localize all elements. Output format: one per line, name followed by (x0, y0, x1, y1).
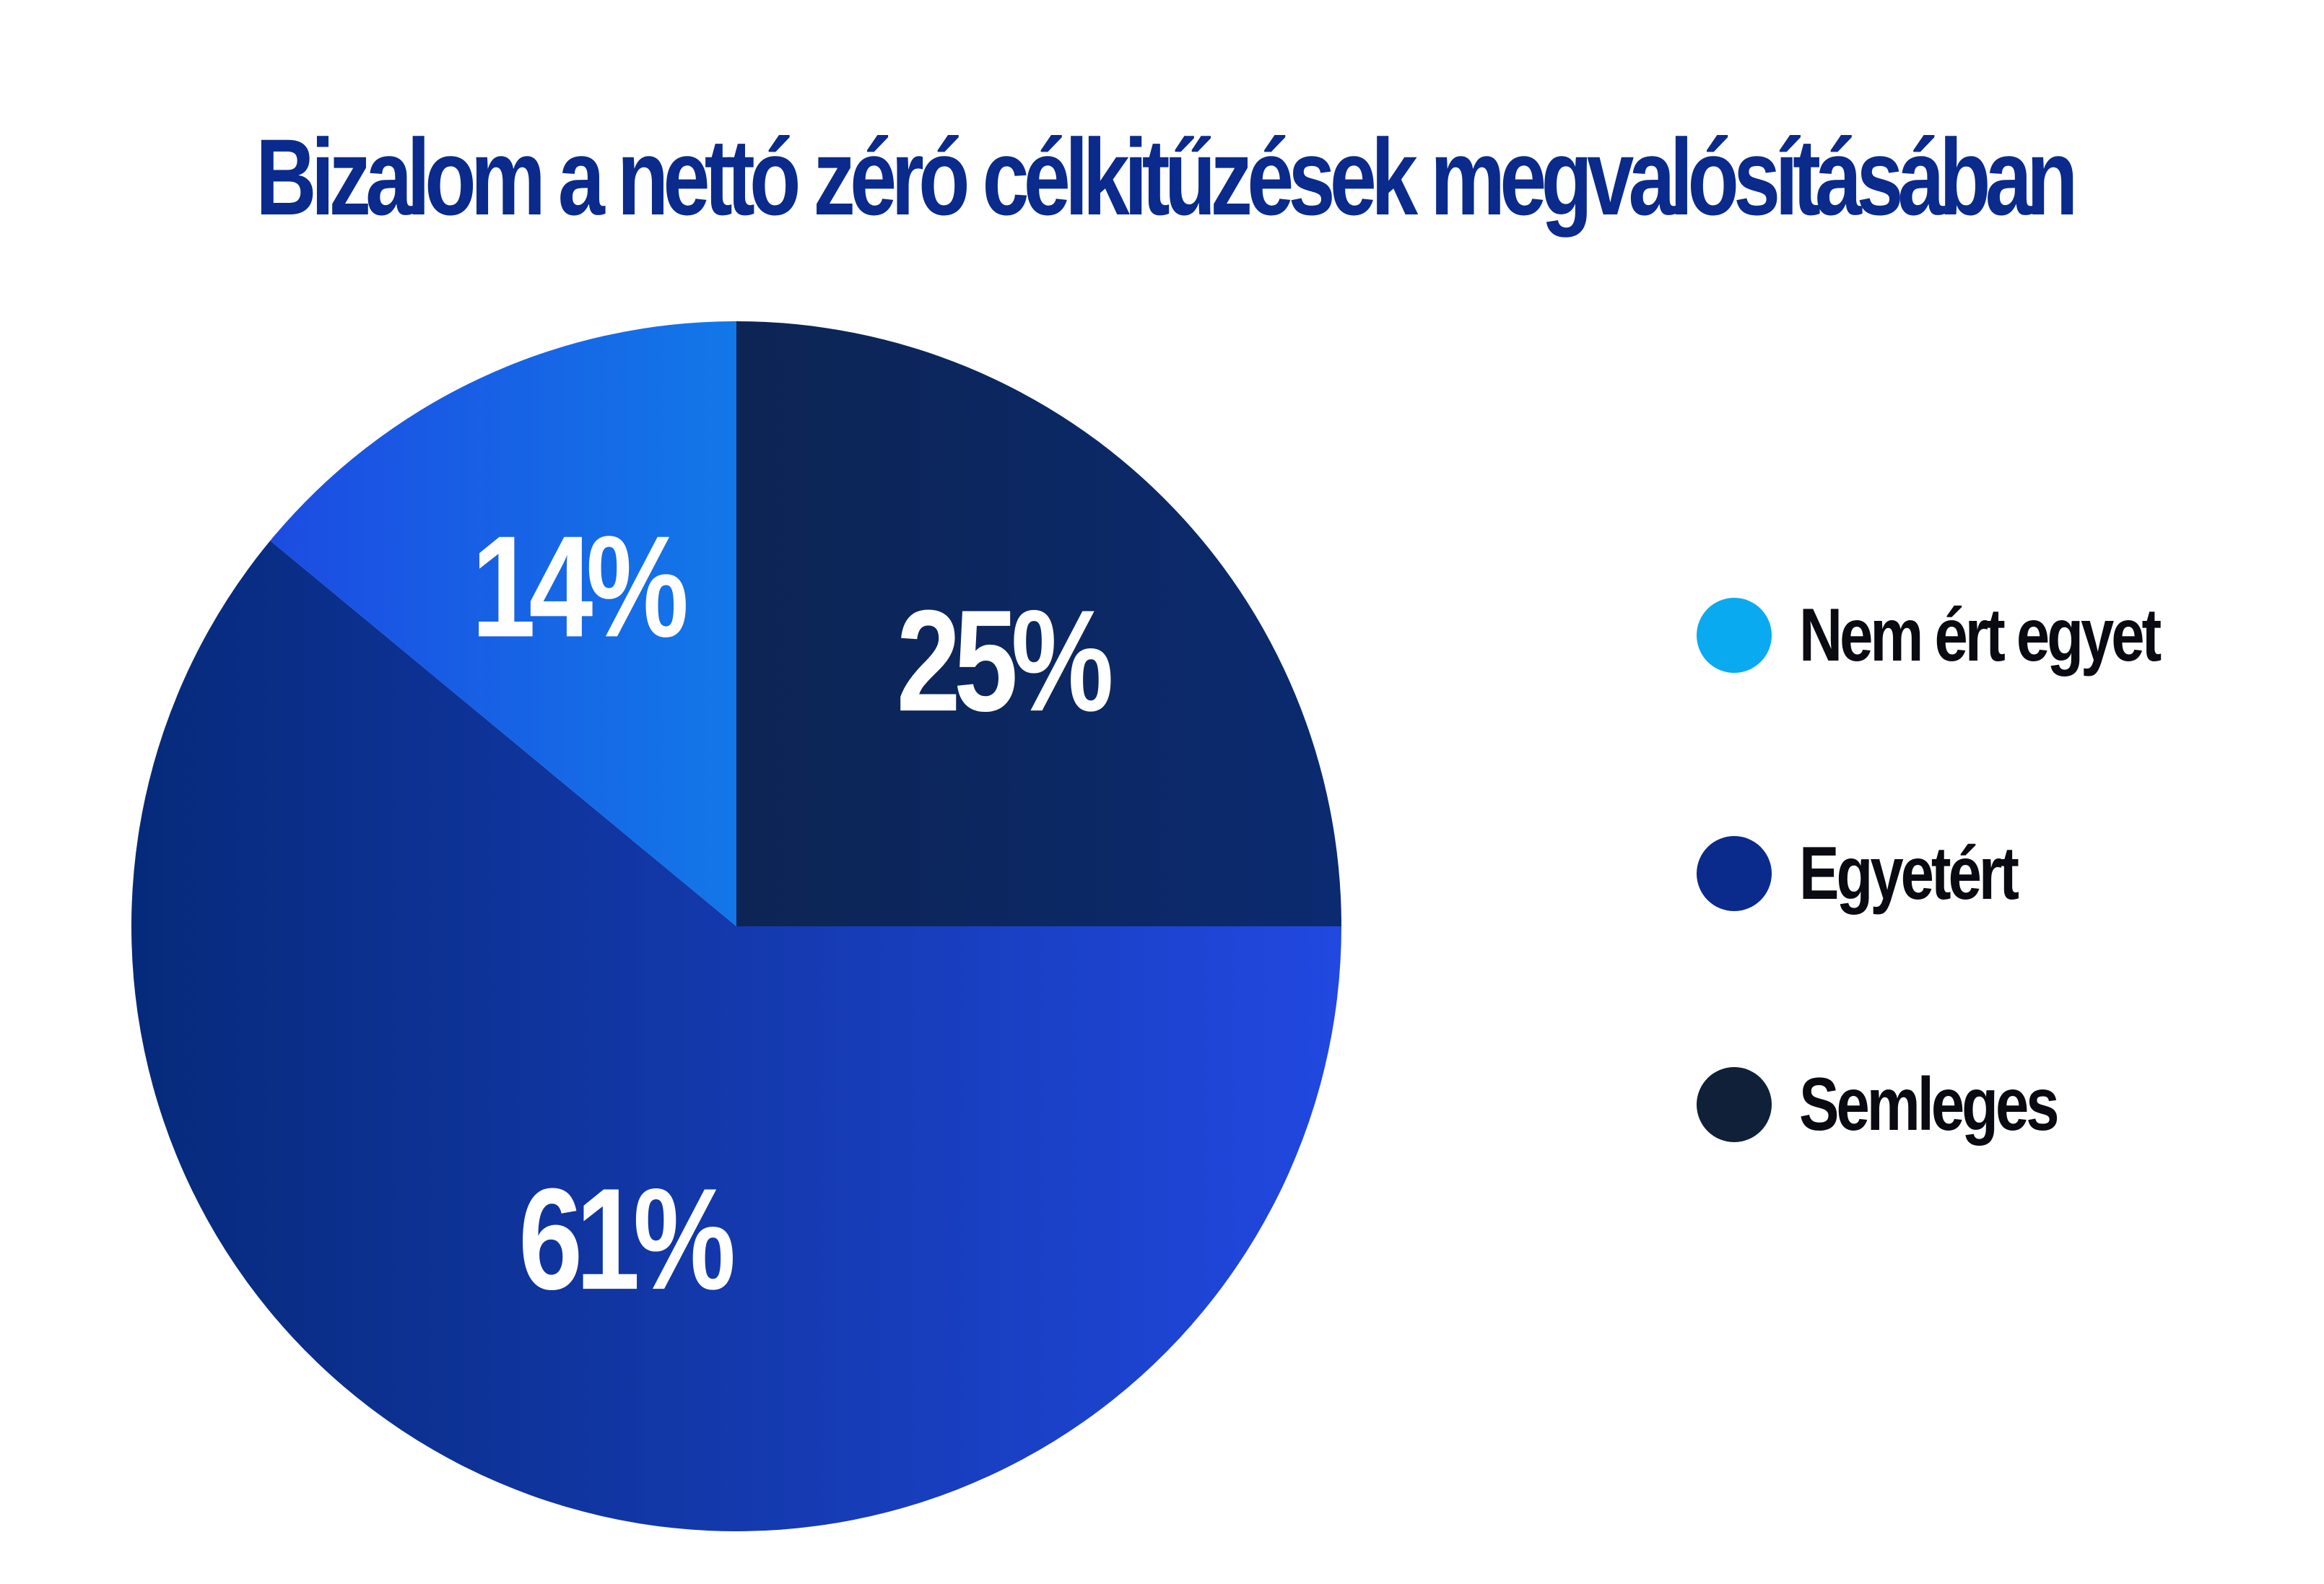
pie-label-nem-ert-egyet: 14% (471, 506, 686, 667)
legend-swatch (1697, 836, 1772, 911)
legend-item-semleges: Semleges (1697, 1061, 2121, 1148)
legend-item-nem-ert-egyet: Nem ért egyet (1697, 592, 2249, 679)
pie-slice-egyetert (131, 540, 1341, 1532)
legend-label: Semleges (1799, 1062, 2059, 1146)
legend-label: Nem ért egyet (1799, 593, 2162, 677)
chart-title: Bizalom a nettó zéró célkitűzések megval… (256, 116, 2078, 238)
legend-label: Egyetért (1799, 831, 2019, 915)
legend-item-egyetert: Egyetért (1697, 830, 2071, 917)
pie-label-egyetert: 61% (518, 1159, 733, 1320)
pie-slice-nem-ert-egyet (270, 321, 736, 926)
pie-slice-semleges (736, 321, 1341, 926)
pie-label-semleges: 25% (897, 580, 1111, 741)
pie-labels: 25% 61% 14% (471, 506, 1118, 1320)
pie-slices (131, 321, 1341, 1532)
legend-swatch (1697, 1067, 1772, 1142)
legend-swatch (1697, 598, 1772, 673)
